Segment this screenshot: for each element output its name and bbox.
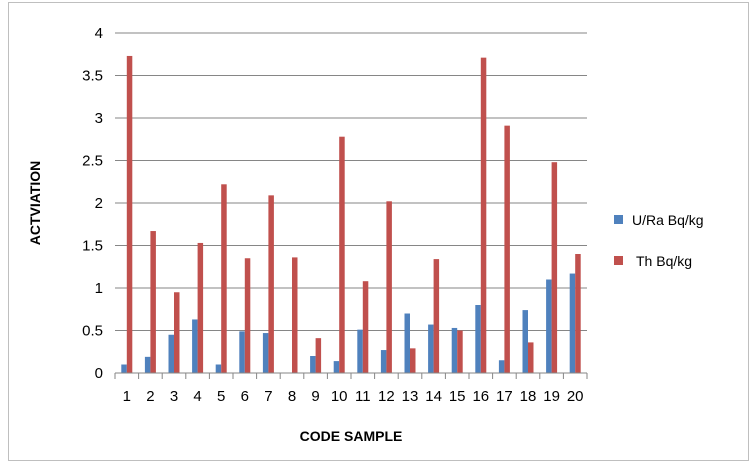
x-tick-label: 18 [520, 388, 537, 405]
bars [121, 55, 581, 374]
x-tick-label: 1 [123, 388, 131, 405]
bar [575, 254, 581, 373]
x-tick-label: 8 [288, 388, 296, 405]
bar [404, 313, 410, 373]
y-tick-label: 4 [95, 25, 103, 42]
bar [362, 281, 369, 373]
bar [262, 333, 269, 373]
legend-label: U/Ra Bq/kg [632, 212, 704, 228]
x-tick-label: 7 [264, 388, 272, 405]
legend-swatch [614, 256, 623, 265]
bar [451, 327, 458, 373]
y-axis-title: ACTVIATION [27, 161, 43, 246]
bar [428, 324, 434, 373]
legend-label: Th Bq/kg [636, 253, 692, 269]
bar [168, 334, 174, 373]
bar [315, 338, 322, 373]
y-tick-label: 0 [95, 365, 103, 382]
bar [244, 258, 251, 373]
x-tick-label: 11 [355, 388, 371, 405]
bar [380, 350, 387, 373]
y-tick-label: 2.5 [82, 153, 103, 170]
bar [504, 125, 510, 374]
y-axis-ticks: 0 0.5 1 1.5 2 2.5 3 3.5 4 [82, 25, 103, 382]
bar [522, 310, 528, 373]
x-tick-label: 12 [378, 388, 395, 405]
legend-swatch [614, 215, 623, 224]
x-tick-label: 6 [241, 388, 249, 405]
x-tick-label: 19 [543, 388, 560, 405]
bar [546, 279, 552, 373]
bar [174, 292, 180, 373]
bar [551, 162, 558, 373]
bar [410, 348, 416, 373]
bar [357, 329, 363, 373]
bar [339, 136, 345, 373]
bar [433, 259, 440, 373]
bar [310, 356, 316, 373]
bar [569, 273, 576, 373]
legend: U/Ra Bq/kg Th Bq/kg [614, 212, 704, 269]
x-tick-label: 3 [170, 388, 178, 405]
bar [333, 361, 340, 373]
bar [192, 319, 198, 373]
x-axis-title: CODE SAMPLE [300, 428, 403, 444]
x-tick-label: 4 [193, 388, 201, 405]
x-tick-label: 9 [311, 388, 319, 405]
x-tick-label: 16 [472, 388, 489, 405]
bar [215, 364, 222, 373]
y-tick-label: 0.5 [82, 323, 103, 340]
x-axis-ticks: 1 2 3 4 5 6 7 8 9 10 11 12 13 14 15 16 17 18 19 20 [114, 373, 588, 405]
x-tick-label: 10 [331, 388, 348, 405]
y-tick-label: 1 [95, 280, 103, 297]
bar [386, 201, 392, 373]
bar [144, 356, 151, 373]
x-tick-label: 2 [146, 388, 154, 405]
bar [197, 242, 204, 373]
x-tick-label: 15 [449, 388, 466, 405]
y-tick-label: 3 [95, 110, 103, 127]
bar [268, 195, 274, 373]
bar [475, 305, 481, 373]
y-tick-label: 1.5 [82, 238, 103, 255]
x-tick-label: 13 [402, 388, 419, 405]
bar [126, 55, 133, 373]
gridlines [115, 32, 587, 331]
bar [457, 330, 463, 373]
bar [498, 360, 505, 373]
x-tick-label: 17 [496, 388, 513, 405]
x-tick-label: 20 [567, 388, 584, 405]
bar [239, 331, 245, 373]
x-tick-label: 5 [217, 388, 225, 405]
bar [480, 57, 487, 374]
bar [292, 257, 298, 373]
bar [150, 231, 156, 373]
x-tick-label: 14 [425, 388, 442, 405]
bar [528, 342, 534, 373]
y-tick-label: 2 [95, 195, 103, 212]
y-tick-label: 3.5 [82, 68, 103, 85]
bar [221, 184, 227, 373]
bar [121, 364, 127, 373]
